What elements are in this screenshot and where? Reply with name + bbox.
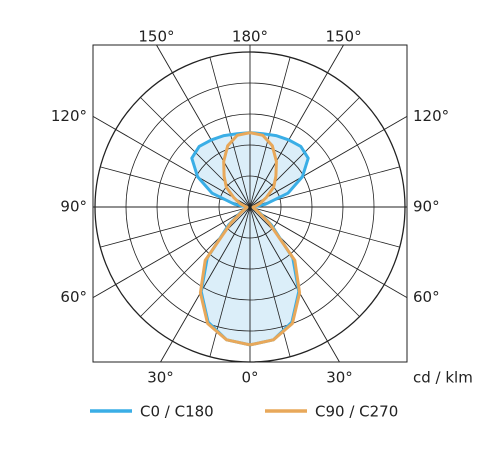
angle-label: 0° [241, 369, 258, 387]
spoke [249, 206, 408, 299]
minor-spoke [140, 206, 251, 317]
minor-spoke [249, 57, 291, 208]
angle-label: 180° [232, 28, 268, 46]
angle-label: 30° [147, 369, 174, 387]
angle-label: 150° [138, 28, 174, 46]
minor-spoke [249, 206, 360, 317]
minor-spoke [100, 206, 251, 248]
angle-label: 60° [60, 288, 87, 306]
angle-label: 90° [60, 198, 87, 216]
legend-label: C0 / C180 [140, 403, 214, 421]
series-line [198, 131, 251, 347]
angle-label: 30° [326, 369, 353, 387]
spoke [92, 206, 251, 299]
unit-label: cd / klm [413, 369, 473, 387]
spoke [249, 44, 344, 208]
spoke [156, 44, 251, 208]
series-line [249, 131, 302, 347]
minor-spoke [209, 57, 251, 208]
angle-label: 60° [413, 288, 440, 306]
spoke [92, 115, 251, 208]
angle-label: 120° [413, 107, 449, 125]
spoke [249, 115, 408, 208]
legend-label: C90 / C270 [315, 403, 398, 421]
angle-label: 150° [325, 28, 361, 46]
minor-spoke [249, 206, 400, 248]
angle-label: 90° [413, 198, 440, 216]
spoke [160, 206, 251, 363]
angle-label: 120° [51, 107, 87, 125]
spoke [249, 206, 340, 363]
